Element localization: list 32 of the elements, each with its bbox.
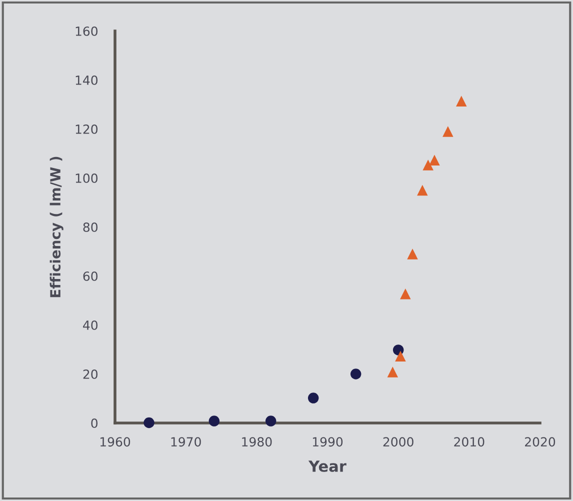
x-tick-label: 2010 — [454, 437, 484, 447]
x-axis-title: Year — [308, 460, 346, 472]
y-tick-label: 100 — [76, 173, 98, 183]
x-tick-label: 2000 — [383, 437, 414, 447]
point — [308, 392, 319, 404]
point — [407, 248, 418, 260]
y-tick-label: 160 — [76, 26, 98, 36]
x-tick-label: 1990 — [312, 437, 343, 447]
point — [387, 366, 398, 378]
point — [422, 160, 434, 170]
point — [144, 417, 154, 428]
y-tick-label: 60 — [83, 271, 98, 281]
point — [429, 154, 440, 166]
y-tick-label: 80 — [83, 222, 98, 232]
x-tick-label: 1960 — [100, 437, 130, 447]
y-tick-label: 0 — [91, 418, 98, 428]
point — [442, 126, 454, 137]
point — [208, 416, 220, 426]
y-tick-label: 40 — [83, 320, 98, 330]
y-tick-label: 120 — [76, 124, 98, 134]
point — [456, 96, 467, 106]
x-tick-label: 1970 — [171, 437, 201, 447]
point — [417, 184, 428, 196]
point — [395, 350, 406, 362]
y-tick-label: 20 — [83, 369, 98, 379]
y-tick-label: 140 — [76, 75, 98, 85]
point — [400, 288, 411, 300]
y-axis-title: Efficiency ( lm/W ) — [50, 156, 64, 298]
point — [265, 416, 276, 426]
x-tick-label: 2020 — [525, 437, 556, 447]
point — [350, 368, 362, 380]
x-tick-label: 1980 — [242, 437, 272, 447]
